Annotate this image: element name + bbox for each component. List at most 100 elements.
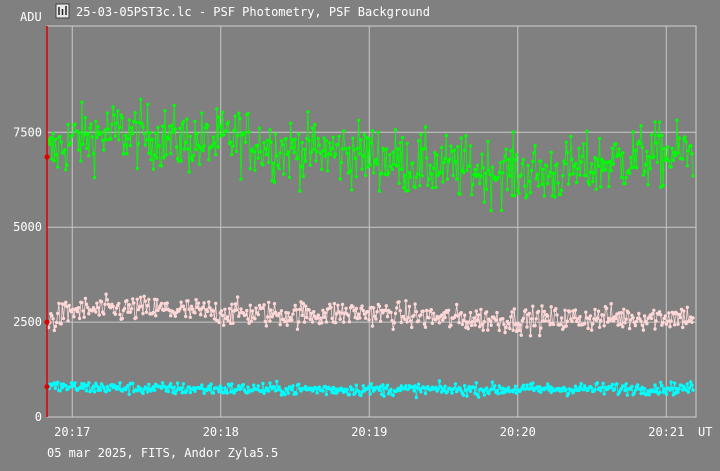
data-point (235, 133, 240, 138)
data-point (330, 316, 334, 321)
data-point (579, 160, 583, 164)
data-point (256, 384, 260, 388)
data-point (452, 386, 457, 390)
data-point (278, 322, 282, 327)
data-point (461, 318, 466, 323)
data-point (181, 382, 186, 386)
data-point (415, 172, 420, 176)
data-point (309, 150, 314, 154)
data-point (163, 109, 167, 113)
data-point (315, 391, 319, 395)
data-point (405, 320, 409, 324)
data-point (434, 385, 438, 390)
data-point (453, 160, 458, 164)
data-point (285, 323, 289, 327)
data-point (521, 157, 526, 162)
data-point (81, 309, 85, 313)
data-point (584, 174, 588, 178)
data-point (141, 311, 145, 316)
title-bar: 25-03-05PST3c.lc - PSF Photometry, PSF B… (55, 3, 430, 19)
data-point (499, 208, 504, 213)
data-point (248, 166, 252, 171)
data-point (431, 311, 436, 315)
data-point (504, 147, 508, 151)
data-point (92, 175, 97, 180)
data-point (649, 133, 654, 137)
data-point (83, 116, 88, 120)
data-point (497, 328, 501, 333)
data-point (685, 382, 689, 386)
data-point (126, 383, 130, 388)
data-point (295, 156, 300, 160)
cursor-marker[interactable] (44, 26, 50, 417)
data-point (406, 316, 410, 320)
data-point (127, 118, 131, 122)
data-point (179, 159, 183, 163)
data-point (546, 382, 550, 386)
data-point (189, 304, 194, 308)
data-point (348, 385, 353, 389)
data-point (623, 388, 627, 393)
data-point (676, 322, 680, 326)
data-point (342, 129, 346, 133)
data-point (305, 315, 309, 320)
data-point (542, 309, 546, 314)
data-point (58, 134, 62, 138)
data-point (147, 382, 151, 387)
data-point (484, 386, 489, 390)
data-point (672, 381, 677, 385)
data-point (135, 166, 139, 171)
data-point (651, 311, 655, 316)
data-point (149, 158, 153, 162)
data-point (475, 318, 480, 322)
data-point (609, 302, 613, 306)
data-point (359, 138, 363, 142)
data-point (297, 382, 301, 386)
data-point (671, 158, 676, 162)
data-point (601, 313, 605, 317)
data-point (154, 131, 158, 135)
data-point (223, 307, 227, 311)
data-point (219, 309, 224, 313)
data-point (368, 163, 372, 167)
data-point (398, 140, 402, 145)
data-point (533, 324, 537, 328)
data-point (559, 316, 564, 320)
data-point (511, 328, 515, 332)
data-point (230, 152, 234, 157)
data-point (390, 319, 394, 323)
data-point (645, 149, 649, 154)
y-tick-label: 5000 (13, 220, 42, 234)
data-point (328, 302, 332, 306)
data-point (220, 110, 225, 115)
data-point (414, 310, 418, 314)
data-point (241, 382, 245, 387)
data-point (188, 134, 192, 138)
data-point (280, 143, 285, 147)
chart-icon[interactable] (55, 3, 70, 19)
data-point (418, 183, 422, 188)
data-point (378, 319, 383, 323)
data-point (333, 320, 338, 325)
data-point (190, 158, 195, 163)
data-point (642, 387, 647, 391)
data-point (576, 317, 580, 321)
data-point (395, 164, 399, 168)
data-point (480, 322, 484, 327)
data-point (127, 392, 131, 396)
data-point (482, 200, 486, 204)
data-point (493, 175, 497, 179)
data-point (408, 319, 413, 323)
data-point (461, 170, 466, 175)
data-point (629, 387, 633, 391)
data-point (77, 131, 82, 135)
data-point (357, 389, 361, 394)
data-point (76, 306, 81, 310)
data-point (207, 158, 211, 162)
data-point (159, 386, 164, 390)
data-point (649, 316, 654, 321)
data-point (310, 320, 315, 324)
data-point (653, 383, 657, 387)
data-point (283, 393, 287, 397)
data-point (111, 105, 115, 109)
